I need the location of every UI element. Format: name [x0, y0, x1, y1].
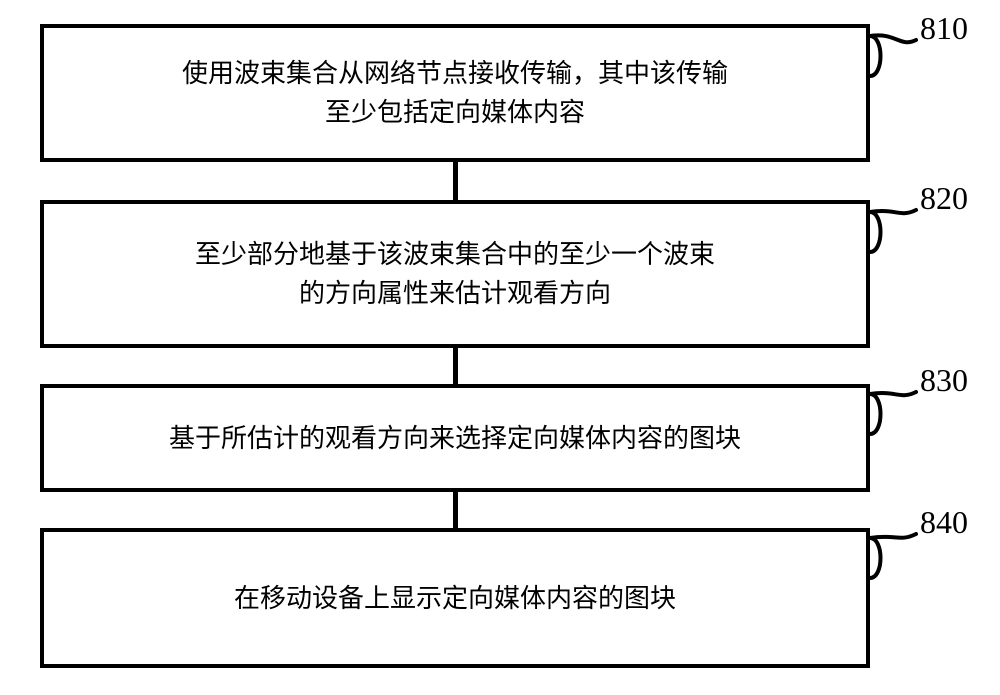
step-820-text: 至少部分地基于该波束集合中的至少一个波束 的方向属性来估计观看方向 [195, 235, 715, 313]
step-830-leader [864, 382, 926, 444]
step-810-text: 使用波束集合从网络节点接收传输，其中该传输 至少包括定向媒体内容 [182, 54, 728, 132]
connector-step-830-to-step-840 [453, 492, 458, 528]
step-840-box: 在移动设备上显示定向媒体内容的图块 [40, 528, 870, 668]
step-810-leader [864, 26, 926, 86]
step-820-box: 至少部分地基于该波束集合中的至少一个波束 的方向属性来估计观看方向 [40, 200, 870, 348]
connector-step-820-to-step-830 [453, 348, 458, 384]
step-810-label: 810 [920, 10, 968, 47]
step-840-label: 840 [920, 504, 968, 541]
step-820-label: 820 [920, 180, 968, 217]
step-830-box: 基于所估计的观看方向来选择定向媒体内容的图块 [40, 384, 870, 492]
connector-step-810-to-step-820 [453, 162, 458, 200]
step-840-leader [864, 524, 926, 588]
step-810-box: 使用波束集合从网络节点接收传输，其中该传输 至少包括定向媒体内容 [40, 24, 870, 162]
step-830-text: 基于所估计的观看方向来选择定向媒体内容的图块 [169, 419, 741, 458]
step-830-label: 830 [920, 362, 968, 399]
step-840-text: 在移动设备上显示定向媒体内容的图块 [234, 579, 676, 618]
flowchart-canvas: 使用波束集合从网络节点接收传输，其中该传输 至少包括定向媒体内容 810 至少部分地… [0, 0, 1000, 695]
step-820-leader [864, 200, 926, 262]
